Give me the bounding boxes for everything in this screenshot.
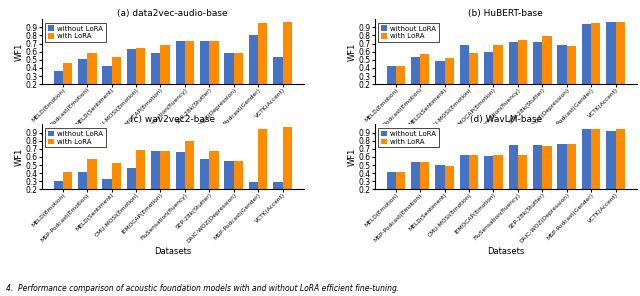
Bar [460, 45, 469, 100]
Bar [435, 61, 445, 100]
Bar [78, 172, 87, 206]
Bar [249, 35, 258, 100]
Bar [234, 53, 243, 100]
Y-axis label: WF1: WF1 [348, 148, 357, 166]
Bar [616, 128, 625, 206]
Bar [484, 52, 493, 100]
Legend: without LoRA, with LoRA: without LoRA, with LoRA [378, 128, 438, 147]
Text: 4.  Performance comparison of acoustic foundation models with and without LoRA e: 4. Performance comparison of acoustic fo… [6, 284, 399, 293]
Bar [136, 48, 145, 100]
Title: (d) WavLM-base: (d) WavLM-base [470, 115, 542, 124]
Bar [185, 41, 194, 100]
Bar [606, 131, 616, 206]
Title: (c) wav2vec2-base: (c) wav2vec2-base [130, 115, 215, 124]
Bar [87, 53, 97, 100]
Bar [249, 182, 258, 206]
Bar [63, 63, 72, 100]
Bar [533, 42, 542, 100]
Bar [111, 57, 121, 100]
Y-axis label: WF1: WF1 [15, 43, 24, 61]
Bar [518, 40, 527, 100]
Bar [411, 162, 420, 206]
Bar [509, 145, 518, 206]
Bar [102, 66, 111, 100]
X-axis label: Datasets: Datasets [487, 247, 524, 256]
Bar [591, 129, 600, 206]
Bar [111, 163, 121, 206]
Bar [54, 71, 63, 100]
Bar [151, 53, 161, 100]
X-axis label: Datasets: Datasets [154, 247, 191, 256]
Bar [185, 141, 194, 206]
Bar [533, 145, 542, 206]
Y-axis label: WF1: WF1 [348, 43, 357, 61]
Bar [396, 172, 405, 206]
Bar [283, 127, 292, 206]
Bar [234, 161, 243, 206]
Bar [582, 129, 591, 206]
Bar [493, 45, 503, 100]
Bar [54, 181, 63, 206]
Title: (a) data2vec-audio-base: (a) data2vec-audio-base [117, 9, 228, 18]
Bar [420, 54, 429, 100]
Bar [151, 151, 161, 206]
Bar [420, 162, 429, 206]
Legend: without LoRA, with LoRA: without LoRA, with LoRA [45, 23, 106, 42]
Y-axis label: WF1: WF1 [15, 148, 24, 166]
Bar [78, 59, 87, 100]
Bar [387, 172, 396, 206]
Bar [469, 155, 478, 206]
Bar [175, 152, 185, 206]
Bar [209, 151, 219, 206]
Legend: without LoRA, with LoRA: without LoRA, with LoRA [378, 23, 438, 42]
Bar [387, 66, 396, 100]
Bar [175, 41, 185, 100]
Bar [87, 159, 97, 206]
Bar [411, 57, 420, 100]
Bar [63, 172, 72, 206]
Bar [567, 46, 576, 100]
Bar [273, 182, 283, 206]
Bar [102, 179, 111, 206]
Bar [200, 159, 209, 206]
Title: (b) HuBERT-base: (b) HuBERT-base [468, 9, 543, 18]
Bar [542, 36, 552, 100]
Bar [606, 22, 616, 100]
Bar [469, 53, 478, 100]
Bar [258, 23, 268, 100]
Bar [542, 147, 552, 206]
Bar [127, 49, 136, 100]
Bar [518, 155, 527, 206]
Bar [445, 166, 454, 206]
Bar [127, 168, 136, 206]
Bar [283, 22, 292, 100]
Bar [396, 65, 405, 100]
Bar [200, 41, 209, 100]
Bar [493, 155, 503, 206]
Bar [435, 165, 445, 206]
Bar [582, 24, 591, 100]
Bar [209, 41, 219, 100]
Bar [136, 150, 145, 206]
Bar [161, 151, 170, 206]
Bar [484, 156, 493, 206]
Bar [225, 53, 234, 100]
Bar [445, 58, 454, 100]
Legend: without LoRA, with LoRA: without LoRA, with LoRA [45, 128, 106, 147]
Bar [161, 45, 170, 100]
Bar [567, 144, 576, 206]
Bar [273, 57, 283, 100]
Bar [225, 161, 234, 206]
Bar [258, 128, 268, 206]
Bar [557, 144, 567, 206]
Bar [591, 23, 600, 100]
Bar [616, 22, 625, 100]
Bar [509, 42, 518, 100]
Bar [460, 155, 469, 206]
Bar [557, 45, 567, 100]
